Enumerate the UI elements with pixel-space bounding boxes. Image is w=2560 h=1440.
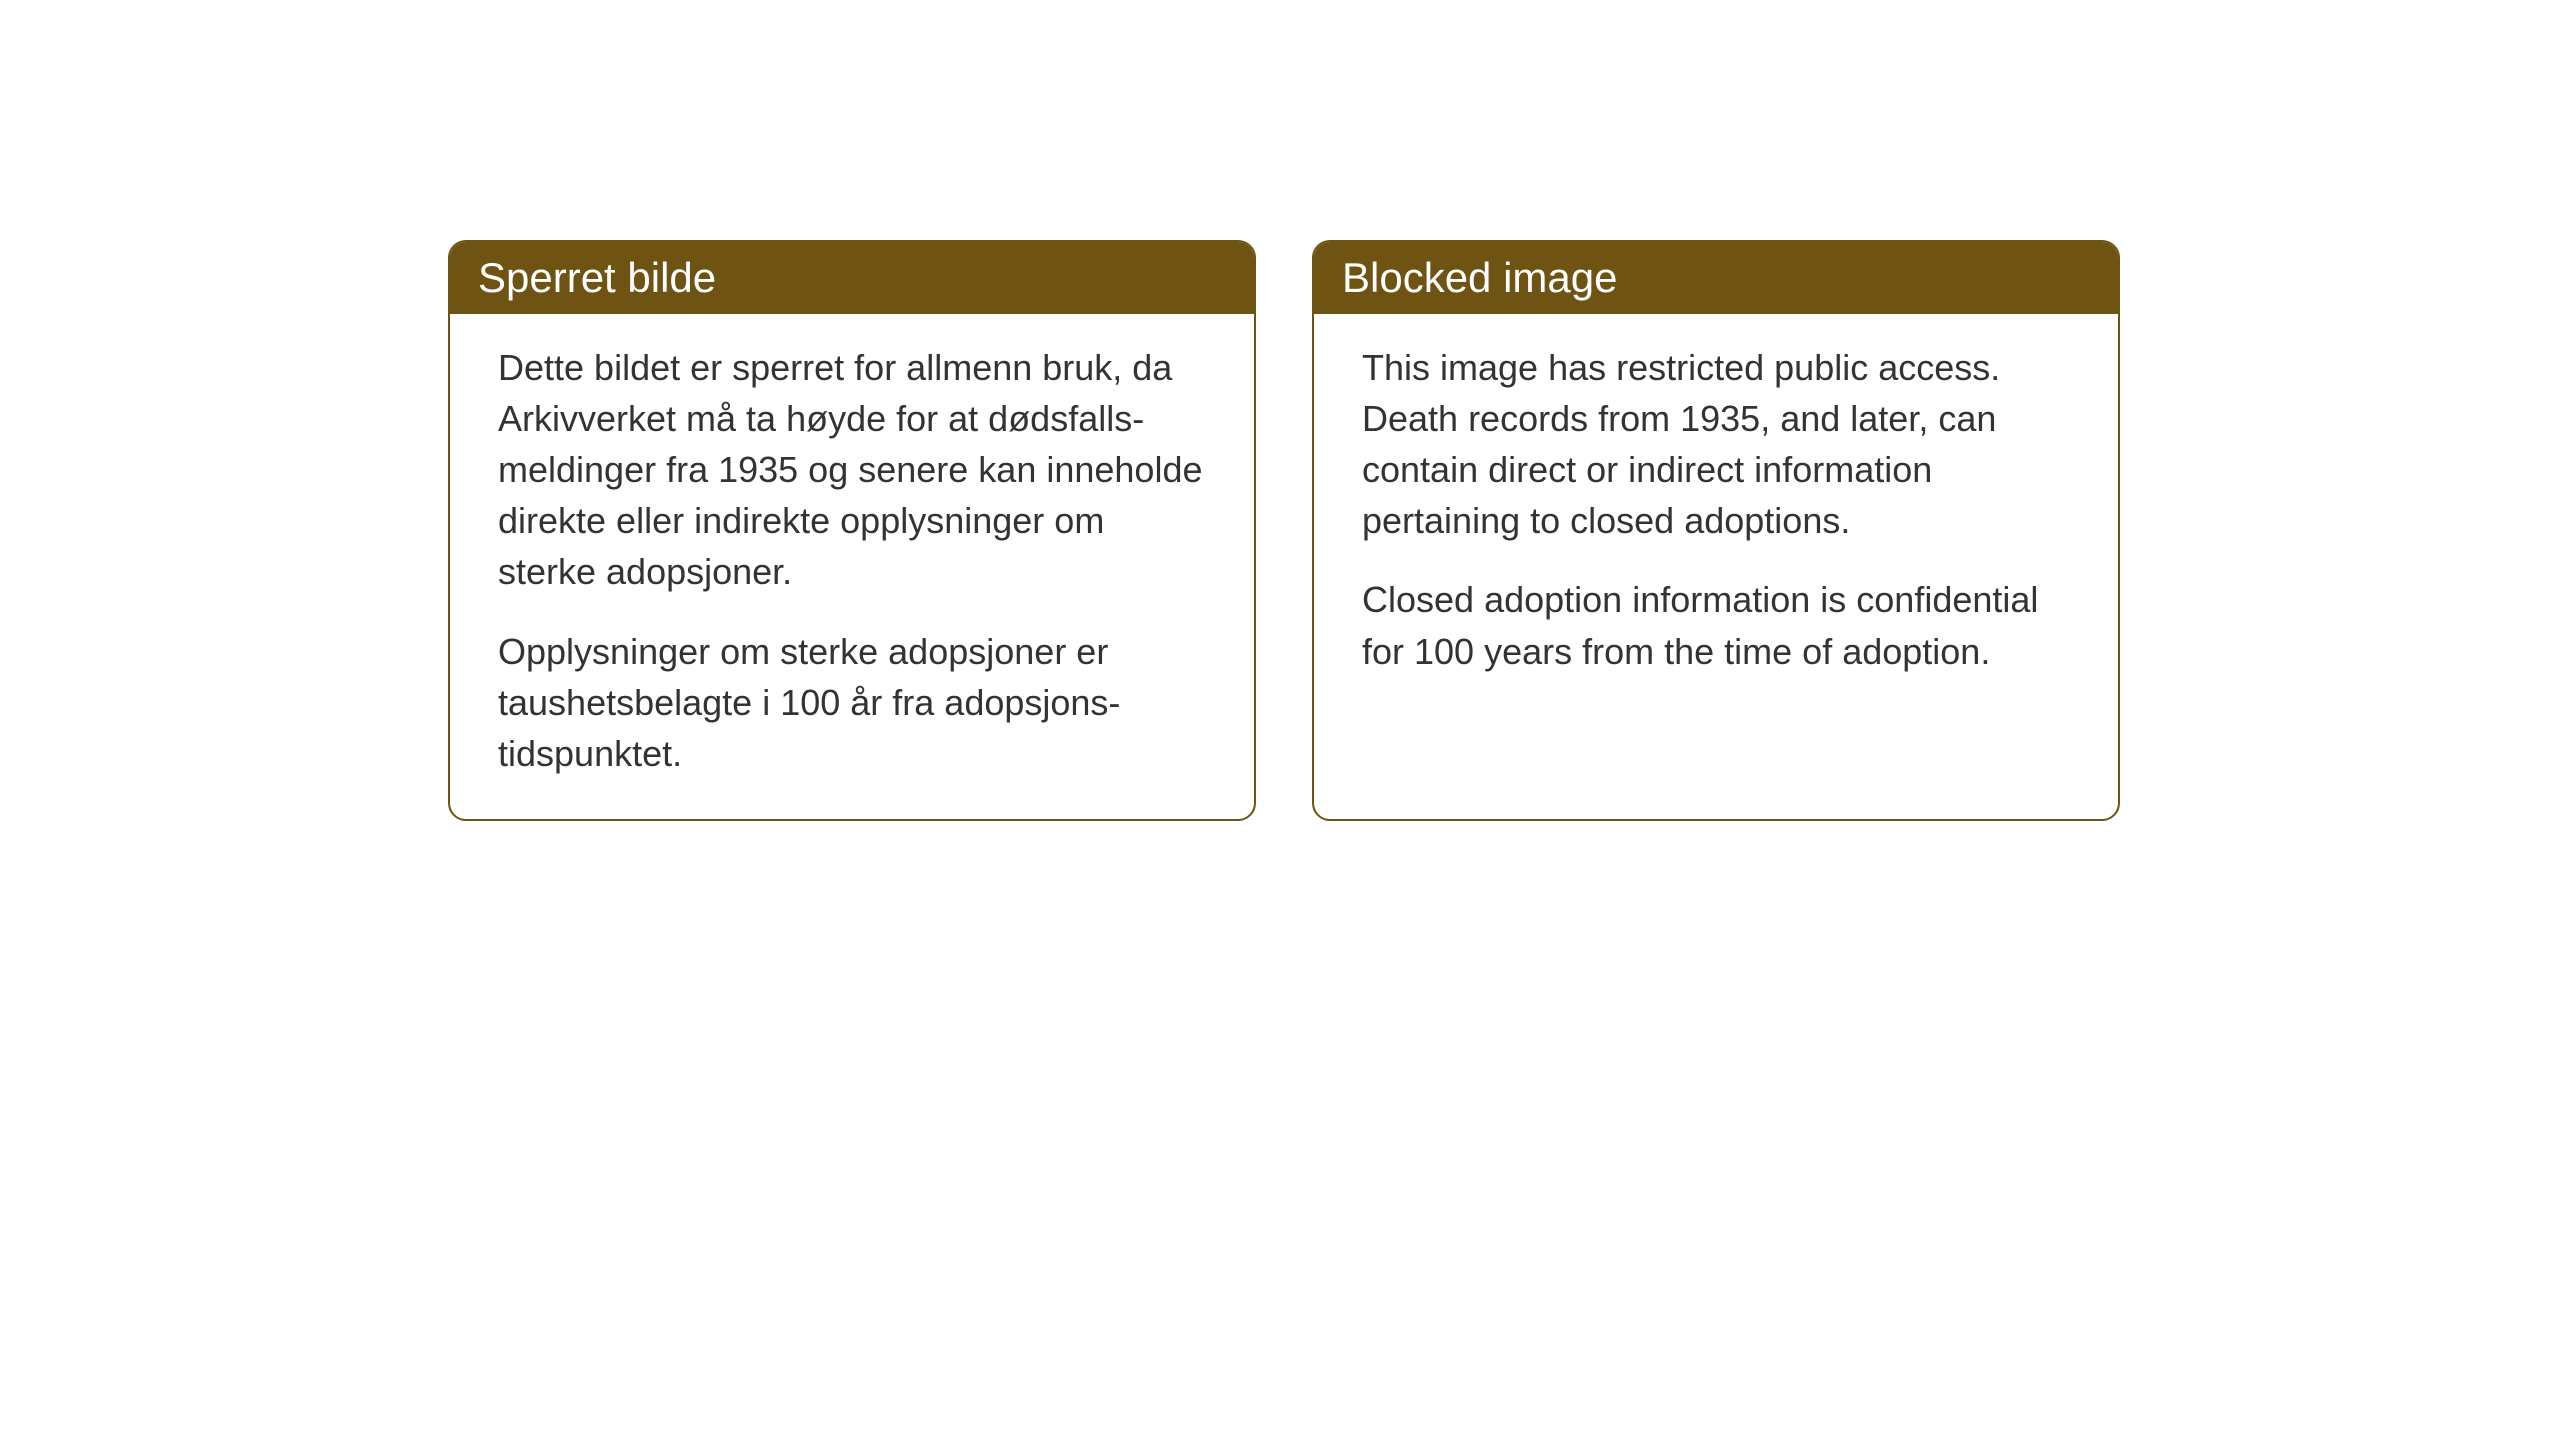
card-title: Sperret bilde (478, 254, 716, 301)
card-paragraph-1: Dette bildet er sperret for allmenn bruk… (498, 342, 1206, 598)
notice-card-english: Blocked image This image has restricted … (1312, 240, 2120, 821)
card-paragraph-1: This image has restricted public access.… (1362, 342, 2070, 546)
card-body: This image has restricted public access.… (1314, 314, 2118, 717)
notice-container: Sperret bilde Dette bildet er sperret fo… (448, 240, 2120, 821)
notice-card-norwegian: Sperret bilde Dette bildet er sperret fo… (448, 240, 1256, 821)
card-paragraph-2: Opplysninger om sterke adopsjoner er tau… (498, 626, 1206, 779)
card-header: Blocked image (1314, 242, 2118, 314)
card-paragraph-2: Closed adoption information is confident… (1362, 574, 2070, 676)
card-body: Dette bildet er sperret for allmenn bruk… (450, 314, 1254, 819)
card-title: Blocked image (1342, 254, 1617, 301)
card-header: Sperret bilde (450, 242, 1254, 314)
